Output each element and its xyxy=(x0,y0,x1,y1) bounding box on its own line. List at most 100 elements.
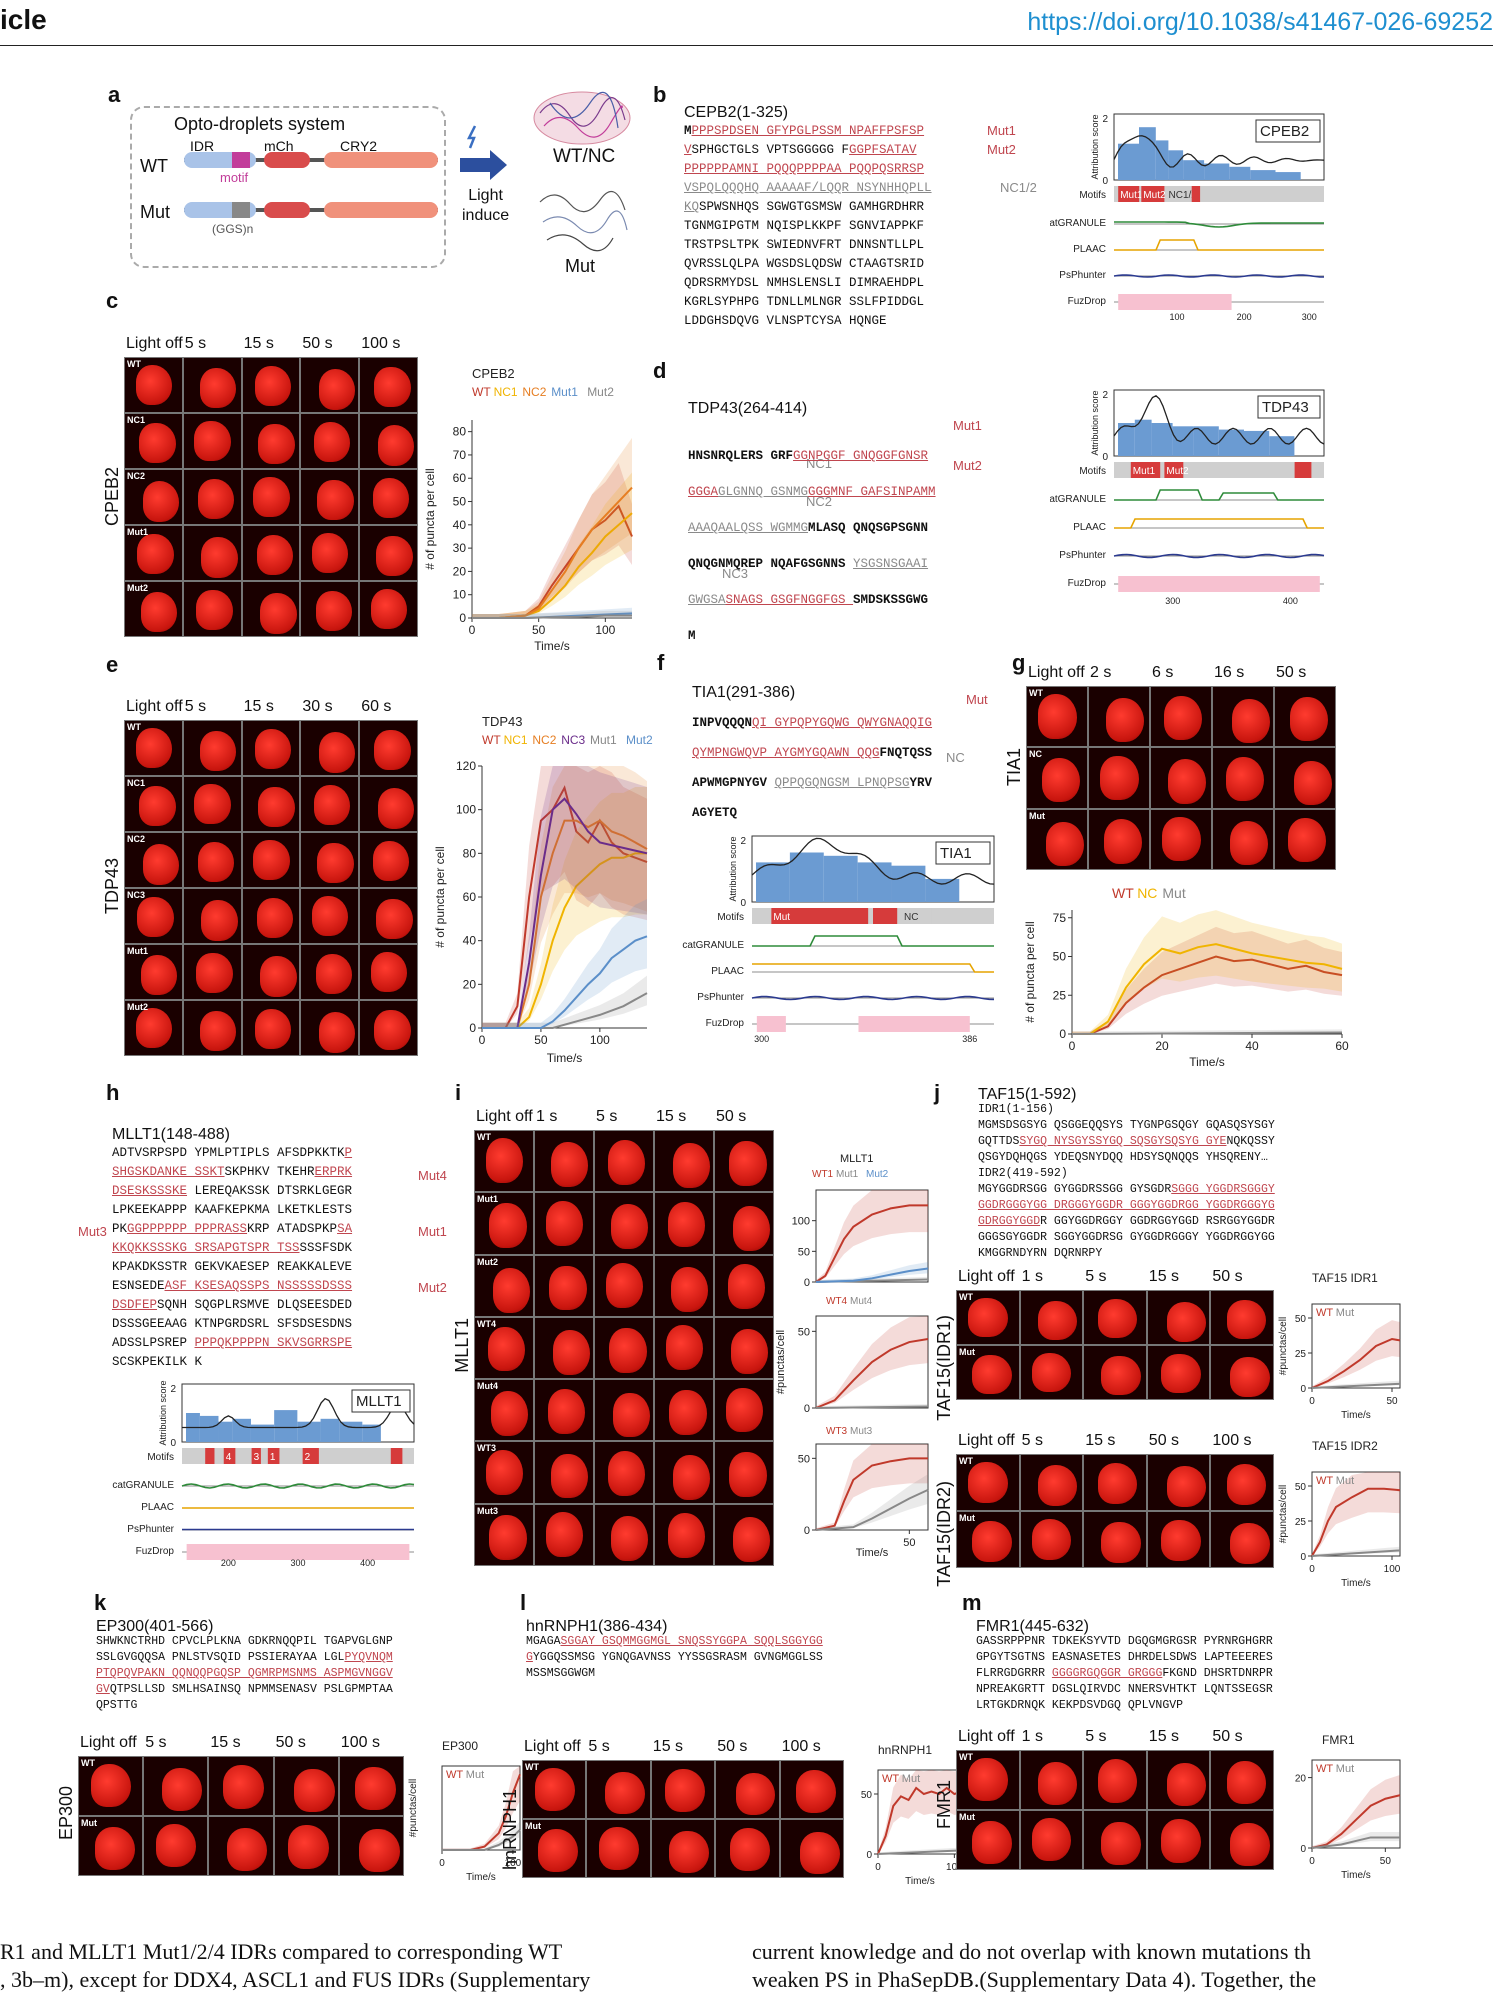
cell-blob xyxy=(972,1521,1012,1563)
x-tick-label: 400 xyxy=(1283,596,1298,606)
sequence-segment: KRP ATADSPKP xyxy=(247,1222,338,1236)
sequence-line: MGAGASGGAY GSQMMGGMGL SNQSSYGGPA SQQLSGG… xyxy=(526,1634,823,1650)
microscopy-cell xyxy=(1146,1511,1211,1568)
microscopy-cell xyxy=(534,1254,594,1317)
microscopy-cell xyxy=(241,525,301,581)
cpeb2-side-label: CPEB2 xyxy=(102,467,122,527)
tia1-seq-title: TIA1(291-386) xyxy=(692,684,796,701)
attribution-bar xyxy=(362,1424,381,1442)
attribution-bar xyxy=(250,1424,275,1442)
motif-label: Mut1 xyxy=(1133,466,1156,477)
microscopy-cell xyxy=(594,1254,654,1317)
sequence-line: GDRGGYGGDR GGYGGDRGGY GGDRGGYGGD RSRGGYG… xyxy=(978,1214,1275,1230)
motif-block xyxy=(1141,186,1165,202)
mut-cry2-block xyxy=(324,202,438,218)
mch-label: mCh xyxy=(264,138,294,154)
fmr1-side-label: FMR1 xyxy=(934,1780,954,1829)
microscopy-cell xyxy=(143,1756,209,1816)
attribution-bar xyxy=(789,852,824,902)
motif-block xyxy=(267,1448,280,1464)
microscopy-cell xyxy=(534,1441,594,1504)
sequence-line: TGNMGIPGTM NQISPLKKPF SGNVIAPPKF xyxy=(684,217,932,236)
legend-entry: Mut2 xyxy=(626,733,653,747)
row-label: Mut2 xyxy=(127,1002,148,1012)
cell-blob xyxy=(607,1451,645,1496)
cell-blob xyxy=(161,1767,203,1811)
sequence-segment: AAAQAALQSS WGMMG xyxy=(688,521,809,535)
cell-blob xyxy=(545,1512,583,1558)
hnrnph1-image-grid: Light off 5 s 15 s 50 s 100 s WT Mut hnRNPH1 xyxy=(500,1738,844,1878)
attribution-bar xyxy=(320,1418,340,1442)
sequence-segment: TGNMGIPGTM NQISPLKKPF SGNVIAPPKF xyxy=(684,219,925,233)
microscopy-cell xyxy=(208,1816,274,1876)
attribution-bar xyxy=(1172,426,1194,456)
microscopy-cell xyxy=(654,1316,714,1380)
y-axis-label: # of puncta per cell xyxy=(433,846,447,947)
microscopy-cell: NC xyxy=(1026,747,1088,809)
microscopy-cell: WT xyxy=(522,1760,587,1819)
fuzdrop-region xyxy=(186,1544,410,1560)
row-label: NC xyxy=(1029,749,1042,760)
light-induce-label: Light induce xyxy=(462,186,509,226)
x-tick-label: 0 xyxy=(439,1858,445,1869)
row-label: NC1 xyxy=(127,778,146,788)
x-tick-label: 300 xyxy=(1302,312,1317,322)
microscopy-cell xyxy=(1274,747,1336,809)
sequence-line: GGDRGGGYGG DRGGGYGGDR GGGYGGDRGG YGGDRGG… xyxy=(978,1198,1275,1214)
cell-blob xyxy=(1045,821,1085,867)
motif-label: NC1/2 xyxy=(1169,190,1198,201)
timepoint-label: Light off xyxy=(476,1108,533,1125)
sequence-line: GGGAGLGNNQ GSNMGGGGMNF GAFSINPAMM xyxy=(688,474,936,510)
induce-text: induce xyxy=(462,207,510,224)
cell-blob xyxy=(1100,755,1139,800)
cell-blob xyxy=(1231,699,1271,744)
microscopy-cell: Mut xyxy=(956,1511,1020,1568)
attribution-bar xyxy=(218,1421,233,1442)
microscopy-cell xyxy=(241,832,301,888)
tdp43-puncta-chart: 0 20 40 60 80 100 120 0 50 100 TDP43 WT NC1 NC2 NC3… xyxy=(433,714,653,1065)
doi-link[interactable]: https://doi.org/10.1038/s41467-026-69252 xyxy=(1027,8,1493,36)
cell-blob xyxy=(142,481,180,522)
cell-blob xyxy=(372,840,409,882)
microscopy-cell xyxy=(714,1503,774,1566)
cell-blob xyxy=(194,783,231,825)
microscopy-cell xyxy=(714,1316,774,1380)
wt-mch-block xyxy=(264,152,310,168)
timepoint-label: 50 s xyxy=(716,1108,747,1125)
sequence-line: M xyxy=(688,618,936,654)
microscopy-cell xyxy=(1150,686,1212,748)
series-band xyxy=(816,1444,928,1530)
hnrnph1-seq-title: hnRNPH1(386-434) xyxy=(526,1618,668,1635)
motif-block xyxy=(1294,462,1312,478)
mllt1-sequence: ADTVSRPSPD YPMLPTIPLS AFSDPKKTKP SHGSKDAN… xyxy=(112,1144,352,1372)
sequence-segment: GLGNNQ GSNMG xyxy=(718,485,809,499)
microscopy-cell xyxy=(714,1130,774,1193)
y-tick-label: 20 xyxy=(463,977,477,991)
y-tick-label: 10 xyxy=(453,588,467,602)
microscopy-cell: NC1 xyxy=(124,776,183,832)
cell-blob xyxy=(1101,1821,1141,1865)
timepoint-label: Light off xyxy=(958,1268,1015,1285)
track-name: catGRANULE xyxy=(1050,218,1106,229)
microscopy-cell xyxy=(300,1000,360,1056)
microscopy-cell xyxy=(359,581,418,637)
cell-blob xyxy=(1230,1523,1270,1565)
motif-block xyxy=(902,908,932,924)
x-tick-label: 50 xyxy=(534,1033,548,1047)
track-name: catGRANULE xyxy=(1050,494,1106,505)
cell-blob xyxy=(534,1768,575,1811)
microscopy-cell xyxy=(300,944,360,1000)
sequence-line: PPPPPPAMNI PQQQPPPPAA PQQPQSRRSP xyxy=(684,160,932,179)
track-name: Motifs xyxy=(1079,466,1106,477)
legend-entry: Mut xyxy=(466,1769,484,1781)
cell-blob xyxy=(1101,1522,1141,1564)
chart-title: TDP43 xyxy=(482,714,522,729)
x-axis-label: Time/s xyxy=(1341,1410,1371,1421)
sequence-segment: TRSTPSLTPK SWIEDNVFRT DNNSNTLLPL xyxy=(684,238,925,252)
sequence-segment: ASF KSESAQSSPS NSSSSSDSSS xyxy=(164,1279,353,1293)
track-line xyxy=(1114,489,1324,501)
sequence-line: MSSMSGGWGM xyxy=(526,1666,823,1682)
legend-entry: WT xyxy=(472,385,491,399)
sequence-segment: FNQTQSS xyxy=(879,746,933,760)
series-line xyxy=(877,1786,963,1855)
